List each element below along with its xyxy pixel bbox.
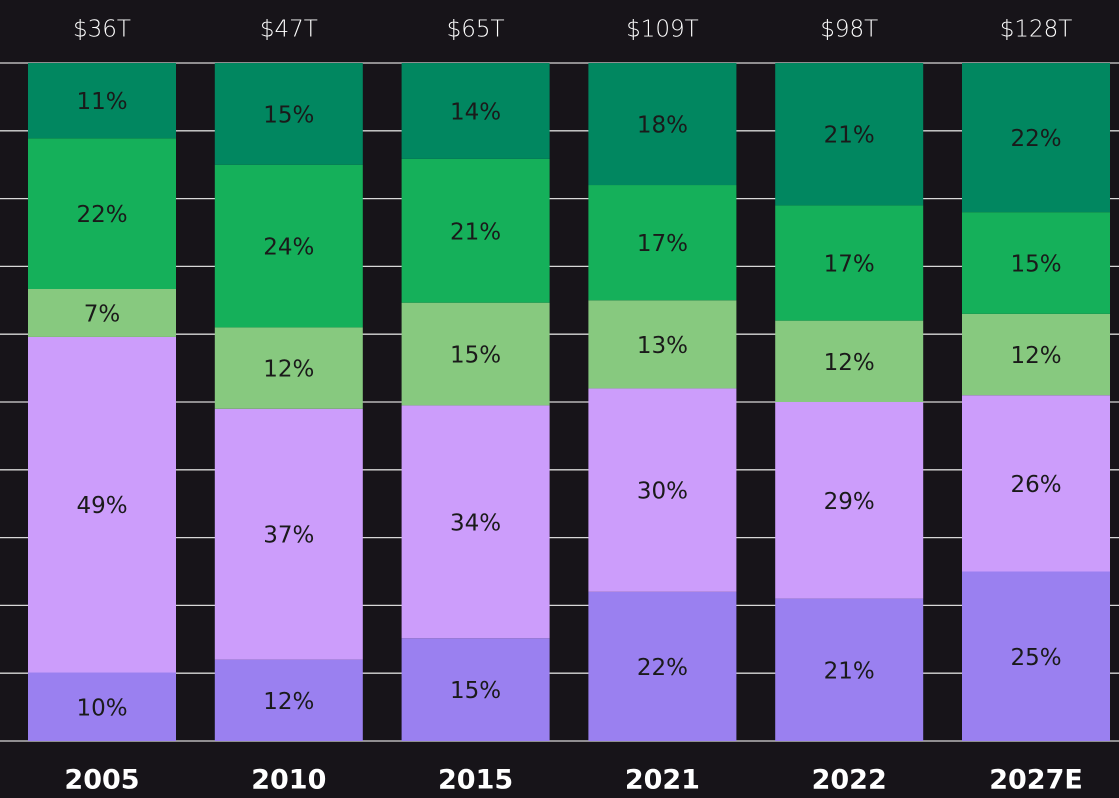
segment-label: 21% [450, 219, 501, 245]
bar-segment [962, 395, 1110, 572]
total-label: $128T [1000, 17, 1073, 43]
segment-label: 29% [824, 489, 875, 515]
segment-label: 22% [1010, 126, 1061, 152]
segment-label: 12% [1010, 343, 1061, 369]
segment-label: 12% [263, 357, 314, 383]
bar-segment [401, 158, 550, 303]
bar-segment [28, 63, 176, 139]
bar-segment [962, 571, 1110, 741]
segment-label: 12% [824, 350, 875, 376]
bar-segment [401, 302, 550, 406]
segment-label: 12% [263, 689, 314, 715]
x-tick-label: 2021 [625, 765, 700, 796]
bar-segment [588, 388, 737, 592]
segment-label: 21% [824, 658, 875, 684]
bar-segment [214, 164, 363, 328]
segment-label: 30% [637, 479, 688, 505]
segment-label: 10% [76, 695, 127, 721]
total-label: $36T [73, 17, 131, 43]
total-label: $98T [820, 17, 878, 43]
bar-segment [775, 205, 924, 321]
bar-segment [588, 591, 737, 741]
segment-label: 21% [824, 123, 875, 149]
bar-segment [775, 402, 924, 599]
segment-label: 15% [1010, 252, 1061, 278]
segment-label: 11% [76, 89, 127, 115]
segment-label: 34% [450, 510, 501, 536]
x-tick-label: 2010 [251, 765, 326, 796]
bar-segment [28, 336, 176, 673]
bar-segment [588, 300, 737, 389]
x-tick-label: 2022 [812, 765, 887, 796]
segment-label: 25% [1010, 645, 1061, 671]
bar-segment [775, 320, 924, 402]
segment-label: 17% [637, 231, 688, 257]
bar-segment [214, 408, 363, 660]
bar-segment [401, 638, 550, 741]
bar-segment [401, 63, 550, 159]
bar-segment [28, 289, 176, 337]
bar-segment [214, 63, 363, 165]
segment-label: 15% [450, 343, 501, 369]
total-label: $65T [447, 17, 505, 43]
segment-label: 22% [637, 655, 688, 681]
segment-label: 13% [637, 333, 688, 359]
segment-label: 15% [263, 102, 314, 128]
bar-segment [962, 63, 1110, 213]
bars [28, 63, 1110, 741]
bar-segment [214, 659, 363, 741]
bar-segment [775, 598, 924, 741]
labels: 10% 49% 7% 22% 11% $36T 2005 12% 37% 12% 24% 15% $47… [64, 17, 1082, 796]
bar-segment [588, 185, 737, 301]
bar-segment [962, 212, 1110, 314]
bar-segment [214, 327, 363, 409]
bar-segment [775, 63, 924, 206]
segment-label: 17% [824, 252, 875, 278]
bar-segment [28, 138, 176, 289]
segment-label: 15% [450, 678, 501, 704]
total-label: $109T [626, 17, 699, 43]
bar-segment [28, 672, 176, 741]
x-tick-label: 2005 [64, 765, 139, 796]
bar-segment [588, 63, 737, 186]
segment-label: 37% [263, 523, 314, 549]
x-tick-label: 2027E [989, 765, 1083, 796]
segment-label: 18% [637, 113, 688, 139]
segment-label: 22% [76, 202, 127, 228]
x-tick-label: 2015 [438, 765, 513, 796]
total-label: $47T [260, 17, 318, 43]
segment-label: 14% [450, 99, 501, 125]
bar-segment [401, 405, 550, 639]
segment-label: 7% [84, 301, 121, 327]
segment-label: 26% [1010, 472, 1061, 498]
bar-segment [962, 313, 1110, 396]
segment-label: 24% [263, 235, 314, 261]
grid [0, 62, 1119, 742]
segment-label: 49% [76, 493, 127, 519]
